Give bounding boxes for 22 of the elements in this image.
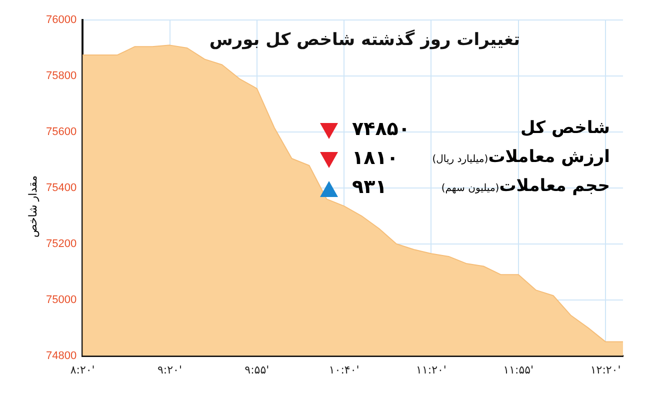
annotation: (میلیارد ریال)	[432, 154, 488, 165]
x-tick-label: ۹:۵۵'	[244, 363, 270, 376]
y-tick-label: 75000	[46, 294, 77, 306]
annotation: ۱۸۱۰	[352, 147, 398, 169]
y-tick-label: 74800	[46, 350, 77, 362]
annotation: (میلیون سهم)	[441, 183, 500, 194]
x-tick-label: ۹:۲۰'	[158, 363, 182, 376]
y-tick-label: 75200	[46, 238, 77, 250]
annotation: ۷۴۸۵۰	[352, 118, 410, 140]
text: تغییرات روز گذشته شاخص کل بورس	[209, 30, 520, 50]
annotation: ۹۳۱	[352, 176, 387, 198]
y-tick-label: 75400	[46, 182, 77, 194]
x-tick-label: ۸:۲۰'	[70, 363, 95, 376]
x-tick-label: ۱۱:۵۵'	[503, 363, 534, 376]
x-tick-label: ۱۱:۲۰'	[416, 363, 446, 376]
y-tick-label: 75800	[46, 70, 77, 82]
y-axis-title: مقدار شاخص	[26, 174, 40, 240]
y-tick-label: 76000	[46, 14, 77, 26]
x-tick-label: ۱۲:۲۰'	[590, 363, 621, 376]
y-tick-label: 75600	[46, 126, 77, 138]
annotation: شاخص کل	[520, 118, 610, 138]
x-tick-label: ۱۰:۴۰'	[328, 363, 360, 376]
